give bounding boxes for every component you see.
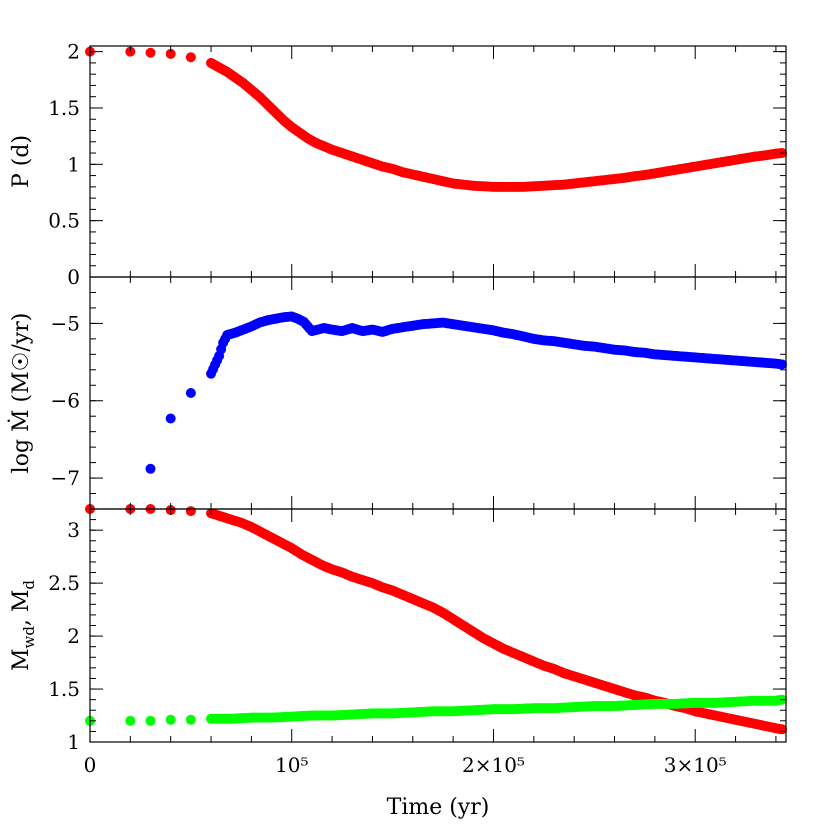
y-tick-label: 2: [67, 624, 80, 648]
series-masses-1: [85, 694, 787, 726]
y-tick-label: 0: [67, 265, 80, 289]
y-tick-label: 1: [67, 152, 80, 176]
series-masses-0: [85, 504, 787, 735]
data-point: [125, 715, 136, 726]
y-tick-label: 2: [67, 40, 80, 64]
data-point: [776, 359, 787, 370]
data-point: [165, 714, 176, 725]
data-point: [185, 506, 196, 517]
x-axis-label: Time (yr): [387, 795, 490, 820]
data-layer: [85, 46, 787, 735]
x-tick-label: 0: [84, 753, 97, 777]
y-tick-label: −7: [51, 466, 80, 490]
data-point: [185, 388, 196, 398]
data-point: [185, 52, 196, 63]
text-layer: 0 0.5 1 1.5 2 P (d) −7 −6 −5 log Ṁ (M☉/yr) 1 1.5 2 2.…: [7, 40, 727, 820]
panel-frame-period: [89, 45, 787, 278]
y-axis-label-period: P (d): [9, 135, 34, 188]
series-mass-transfer-rate-0: [145, 311, 787, 474]
data-point: [145, 463, 156, 474]
y-tick-label: −6: [51, 389, 80, 413]
data-point: [145, 715, 156, 726]
axes-frames: [89, 45, 787, 743]
y-axis-label-masses: Mwd, Md: [9, 580, 38, 672]
y-tick-label: 0.5: [48, 209, 80, 233]
y-tick-label: 1.5: [48, 677, 80, 701]
series-period-0: [85, 46, 787, 192]
x-tick-label: 2×10⁵: [462, 753, 525, 777]
data-point: [165, 48, 176, 59]
y-tick-label: 2.5: [48, 571, 80, 595]
data-point: [165, 413, 176, 424]
y-tick-label: 1: [67, 730, 80, 754]
y-tick-label: 1.5: [48, 96, 80, 120]
data-point: [145, 47, 156, 58]
x-tick-label: 3×10⁵: [664, 753, 727, 777]
x-tick-label: 10⁵: [275, 753, 308, 777]
y-tick-label: 3: [67, 518, 80, 542]
y-axis-label-mass-transfer-rate: log Ṁ (M☉/yr): [7, 313, 34, 474]
data-point: [185, 714, 196, 725]
y-tick-label: −5: [51, 311, 80, 335]
